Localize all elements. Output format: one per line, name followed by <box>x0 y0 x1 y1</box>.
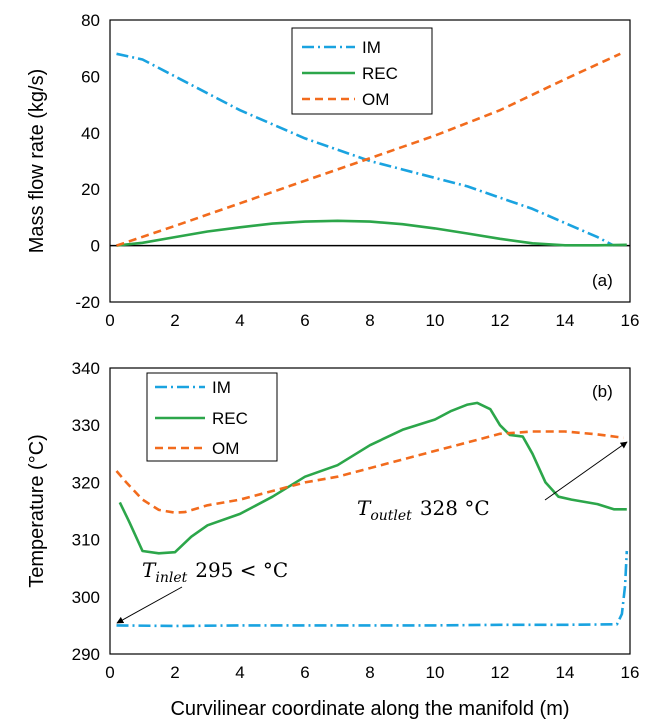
b-x-tick-label: 8 <box>365 663 374 682</box>
a-x-tick-label: 16 <box>621 311 640 330</box>
b-y-tick-label: 290 <box>72 645 100 664</box>
a-y-tick-label: 60 <box>81 67 100 86</box>
panel-a-legend-label-om: OM <box>362 90 389 109</box>
b-x-tick-label: 10 <box>426 663 445 682</box>
a-x-tick-label: 6 <box>300 311 309 330</box>
b-series-line-om <box>115 430 624 515</box>
a-x-tick-label: 12 <box>491 311 510 330</box>
a-series-line-rec <box>116 219 627 247</box>
b-x-tick-label: 16 <box>621 663 640 682</box>
panel-b-temperature-chart: 290 300 310 320 330 340 0 2 4 6 8 10 12 14 16 Tempera… <box>26 359 639 720</box>
annotation-inlet: Tinlet 295 < °C <box>142 558 288 586</box>
a-x-tick-label: 2 <box>170 311 179 330</box>
b-x-tick-label: 4 <box>235 663 244 682</box>
b-y-tick-label: 330 <box>72 416 100 435</box>
panel-b-plot-frame <box>109 367 631 655</box>
a-y-tick-label: -20 <box>75 293 100 312</box>
panel-a-legend-label-im: IM <box>362 38 381 57</box>
b-x-tick-label: 0 <box>105 663 114 682</box>
a-x-tick-label: 14 <box>556 311 575 330</box>
panel-b-x-axis-label: Curvilinear coordinate along the manifol… <box>170 698 569 720</box>
b-x-tick-label: 6 <box>300 663 309 682</box>
a-series-line-im <box>116 52 615 247</box>
annotation-inlet-symbol: T <box>142 558 157 582</box>
annotation-outlet: Toutlet 328 °C <box>357 496 490 524</box>
a-x-tick-label: 10 <box>426 311 445 330</box>
b-series-line-im <box>116 550 629 628</box>
a-x-tick-label: 4 <box>235 311 244 330</box>
b-y-tick-label: 340 <box>72 359 100 378</box>
panel-b-legend: IM REC OM <box>146 372 278 462</box>
panel-a-label: (a) <box>592 271 613 290</box>
b-y-tick-label: 300 <box>72 588 100 607</box>
annotation-inlet-value: 295 < °C <box>195 558 288 582</box>
annotation-inlet-subscript: inlet <box>155 570 187 586</box>
a-y-tick-label: 40 <box>81 124 100 143</box>
a-x-tick-label: 8 <box>365 311 374 330</box>
annotation-outlet-symbol: T <box>357 496 372 520</box>
annotation-outlet-arrow <box>544 441 628 501</box>
annotation-inlet-arrow <box>116 586 183 624</box>
a-y-tick-label: 80 <box>81 11 100 30</box>
annotation-outlet-subscript: outlet <box>370 508 412 524</box>
panel-a-mass-flow-chart: -20 0 20 40 60 80 0 2 4 6 8 10 12 14 16 Mass flow rat… <box>26 11 639 330</box>
panel-b-legend-label-im: IM <box>212 378 231 397</box>
panel-b-legend-label-rec: REC <box>212 409 248 428</box>
b-series-line-rec <box>118 401 627 555</box>
a-series-line-om <box>116 52 621 247</box>
a-y-tick-label: 0 <box>91 237 100 256</box>
b-y-tick-label: 320 <box>72 473 100 492</box>
panel-a-legend-label-rec: REC <box>362 64 398 83</box>
panel-b-label: (b) <box>592 382 613 401</box>
panel-a-plot-frame <box>109 19 631 303</box>
panel-b-y-axis-label: Temperature (°C) <box>26 434 48 588</box>
annotation-outlet-value: 328 °C <box>420 496 490 520</box>
panel-b-legend-label-om: OM <box>212 439 239 458</box>
panel-a-y-axis-label: Mass flow rate (kg/s) <box>26 69 48 253</box>
b-x-tick-label: 14 <box>556 663 575 682</box>
b-x-tick-label: 12 <box>491 663 510 682</box>
b-y-tick-label: 310 <box>72 531 100 550</box>
a-y-tick-label: 20 <box>81 180 100 199</box>
a-x-tick-label: 0 <box>105 311 114 330</box>
panel-a-legend: IM REC OM <box>291 27 433 115</box>
b-x-tick-label: 2 <box>170 663 179 682</box>
